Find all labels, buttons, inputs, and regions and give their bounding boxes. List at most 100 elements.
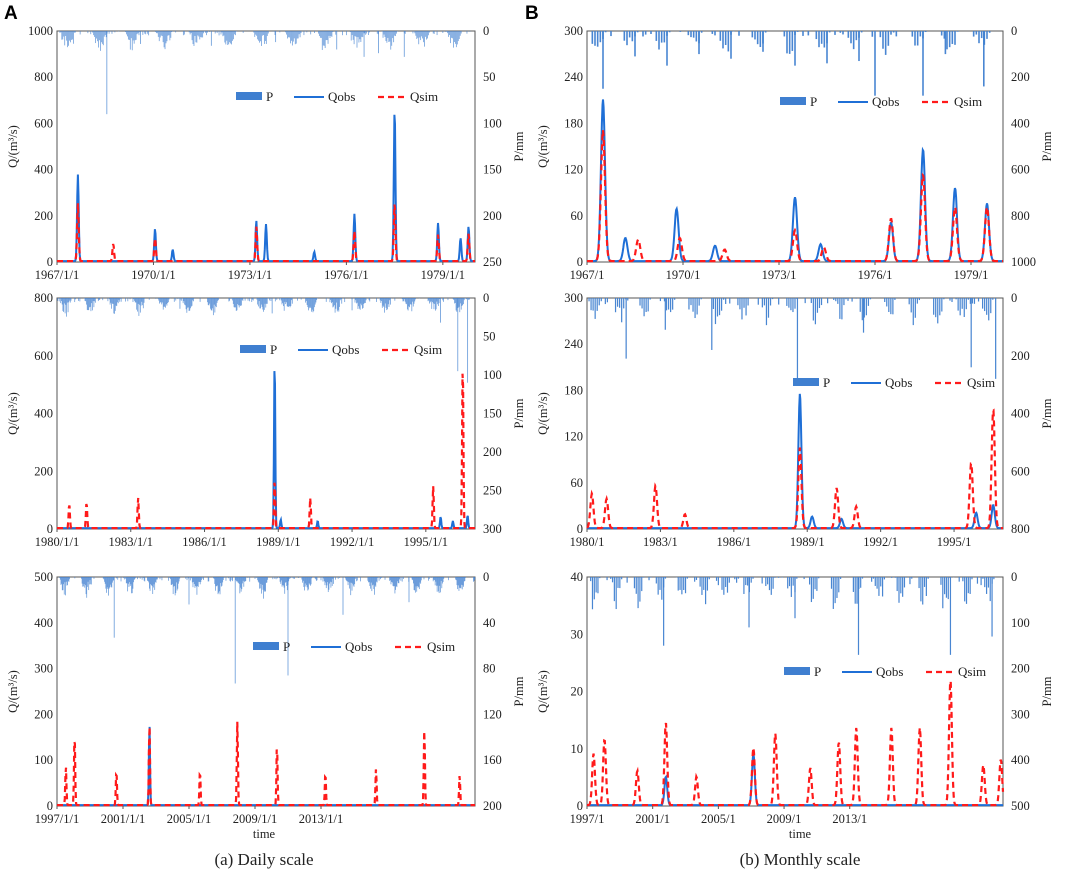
precip-bar xyxy=(286,298,287,303)
precip-bar xyxy=(218,31,220,36)
x-tick-label: 1973/1 xyxy=(762,268,797,282)
x-tick-label: 2013/1/1 xyxy=(299,812,343,826)
precip-bar xyxy=(438,577,440,594)
precip-bar xyxy=(197,31,199,36)
x-tick-label: 1970/1 xyxy=(666,268,701,282)
precip-bar xyxy=(371,577,373,592)
precip-bar xyxy=(97,298,99,302)
precip-bar xyxy=(212,298,214,309)
x-tick-label: 1992/1 xyxy=(863,535,898,549)
precip-bar xyxy=(279,31,281,33)
legend: P Qobs Qsim xyxy=(793,375,995,390)
precip-bar xyxy=(98,31,99,48)
precip-bar xyxy=(910,298,912,313)
precip-bar xyxy=(285,298,287,305)
precip-bar xyxy=(229,31,231,43)
precip-bar xyxy=(64,577,66,583)
precip-bar xyxy=(297,298,298,301)
precip-bar xyxy=(182,31,184,36)
precip-bar xyxy=(473,577,475,581)
precip-bar xyxy=(336,31,338,50)
precip-bar xyxy=(698,298,700,306)
qsim-line xyxy=(57,373,475,530)
precip-bar xyxy=(86,577,88,587)
precip-bar xyxy=(679,577,681,590)
precip-bar xyxy=(216,298,218,303)
precip-bar xyxy=(244,298,246,301)
precip-bar xyxy=(436,577,438,592)
legend-label-p: P xyxy=(810,94,817,109)
qobs-line xyxy=(57,726,475,807)
precip-bar xyxy=(777,577,780,578)
precip-bar xyxy=(92,298,93,311)
precip-bar xyxy=(610,31,612,37)
precip-bar xyxy=(213,577,215,579)
precip-bar xyxy=(287,577,289,676)
precip-bar xyxy=(454,31,456,44)
precip-bar xyxy=(67,577,69,581)
precip-bar xyxy=(456,31,458,45)
precip-bar xyxy=(458,577,460,591)
precip-bar xyxy=(362,298,364,308)
precip-bar xyxy=(690,298,692,306)
precip-bar xyxy=(389,577,391,581)
precip-bar xyxy=(196,577,198,595)
precip-bar xyxy=(865,298,867,316)
precip-bar xyxy=(984,577,986,588)
precip-bar xyxy=(933,298,935,315)
precip-bar xyxy=(634,31,636,57)
precip-bar xyxy=(99,298,101,300)
y-tick-label: 400 xyxy=(34,163,53,177)
precip-bar xyxy=(123,577,125,580)
precip-bar xyxy=(895,31,898,37)
precip-bar xyxy=(836,577,838,598)
y2-tick-label: 200 xyxy=(483,799,502,813)
precip-bar xyxy=(970,298,972,368)
precip-bar xyxy=(659,577,661,590)
legend-label-qsim: Qsim xyxy=(410,89,438,104)
precip-bar xyxy=(381,298,382,301)
precip-bar xyxy=(103,31,105,37)
precip-bar xyxy=(242,577,243,584)
precip-bar xyxy=(905,577,907,578)
precip-bar xyxy=(442,31,444,33)
precip-bar xyxy=(359,31,361,40)
precip-bar xyxy=(696,298,698,315)
panel-b-label: B xyxy=(525,3,539,24)
y-axis-title: Q/(m³/s) xyxy=(536,125,550,168)
precip-bar xyxy=(162,298,164,310)
y2-tick-label: 50 xyxy=(483,330,496,344)
precip-bar xyxy=(88,577,90,585)
precip-bar xyxy=(231,577,233,581)
precip-bar xyxy=(888,298,890,313)
precip-bar xyxy=(453,31,454,48)
precip-bar xyxy=(320,31,322,38)
precip-bar xyxy=(116,577,117,579)
precip-bar xyxy=(288,577,290,582)
precip-bar xyxy=(92,31,94,33)
precip-bar xyxy=(157,31,159,37)
precip-bar xyxy=(363,298,365,304)
precip-bar xyxy=(980,577,982,586)
precip-bar xyxy=(61,298,62,301)
precip-bar xyxy=(812,577,814,599)
precip-bar xyxy=(401,298,403,300)
precip-bar xyxy=(151,577,153,587)
precip-bar xyxy=(834,31,836,35)
precip-bar xyxy=(190,31,192,34)
precip-bar xyxy=(270,298,272,301)
precip-bar xyxy=(823,31,826,48)
precip-bar xyxy=(598,298,600,306)
precip-bar xyxy=(304,577,306,584)
precip-bar xyxy=(360,577,361,582)
precip-bar xyxy=(352,577,354,586)
precip-bar xyxy=(802,31,804,36)
precip-bar xyxy=(459,31,461,36)
precip-bar xyxy=(639,298,641,306)
precip-bar xyxy=(427,31,429,36)
precip-bar xyxy=(590,298,592,311)
precip-bar xyxy=(356,577,358,582)
precip-bar xyxy=(215,298,217,308)
precip-bar xyxy=(422,31,423,39)
precip-bar xyxy=(415,31,417,36)
